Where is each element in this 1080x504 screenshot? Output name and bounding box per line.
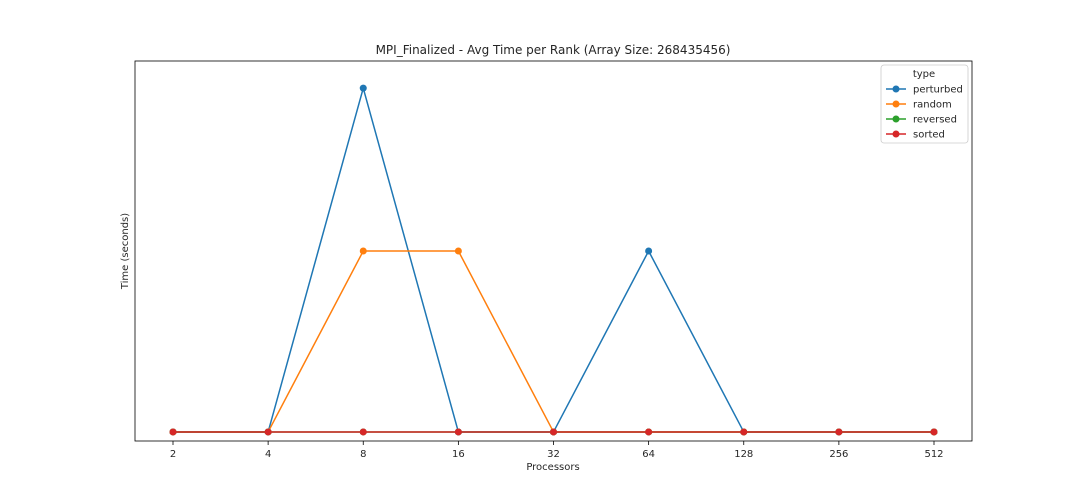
- legend-entry-perturbed: perturbed: [886, 85, 963, 96]
- data-point-sorted: [835, 428, 843, 436]
- chart-title: MPI_Finalized - Avg Time per Rank (Array…: [376, 43, 731, 57]
- data-point-sorted: [359, 428, 367, 436]
- x-axis-ticks: 2 4 8 16 32 64 128 256 512: [170, 441, 944, 460]
- legend-marker-perturbed: [892, 85, 900, 93]
- legend-entry-reversed: reversed: [886, 115, 957, 126]
- x-tick-label: 512: [924, 449, 943, 460]
- legend-entry-random: random: [886, 100, 952, 111]
- data-point-random: [454, 247, 462, 255]
- x-tick-label: 16: [452, 449, 465, 460]
- legend-label-random: random: [913, 100, 952, 111]
- legend-label-sorted: sorted: [913, 130, 945, 141]
- data-point-random: [359, 247, 367, 255]
- x-tick-label: 4: [265, 449, 271, 460]
- data-point-sorted: [454, 428, 462, 436]
- data-point-perturbed: [359, 84, 367, 92]
- plot-area: [134, 60, 973, 442]
- x-tick-label: 8: [360, 449, 366, 460]
- axes-frame: [134, 60, 973, 442]
- x-tick-label: 2: [170, 449, 176, 460]
- data-point-sorted: [645, 428, 653, 436]
- legend-label-perturbed: perturbed: [913, 85, 963, 96]
- x-tick-label: 256: [829, 449, 848, 460]
- series-layer: [169, 84, 938, 436]
- legend: type perturbed random reversed sorted: [880, 64, 969, 144]
- legend-marker-reversed: [892, 115, 900, 123]
- series-sorted: [169, 428, 938, 436]
- legend-label-reversed: reversed: [913, 115, 957, 126]
- legend-entry-sorted: sorted: [886, 130, 945, 141]
- data-point-sorted: [264, 428, 272, 436]
- x-tick-label: 32: [547, 449, 560, 460]
- data-point-perturbed: [645, 247, 653, 255]
- legend-title: type: [913, 69, 935, 80]
- x-axis-label: Processors: [526, 462, 579, 473]
- legend-frame: [880, 64, 969, 144]
- data-point-sorted: [550, 428, 557, 436]
- data-point-sorted: [930, 428, 938, 436]
- x-tick-label: 64: [642, 449, 655, 460]
- data-point-sorted: [740, 428, 748, 436]
- data-point-sorted: [169, 428, 177, 436]
- legend-marker-random: [892, 100, 900, 108]
- x-tick-label: 128: [734, 449, 753, 460]
- legend-marker-sorted: [892, 130, 900, 138]
- y-axis-label: Time (seconds): [120, 213, 131, 290]
